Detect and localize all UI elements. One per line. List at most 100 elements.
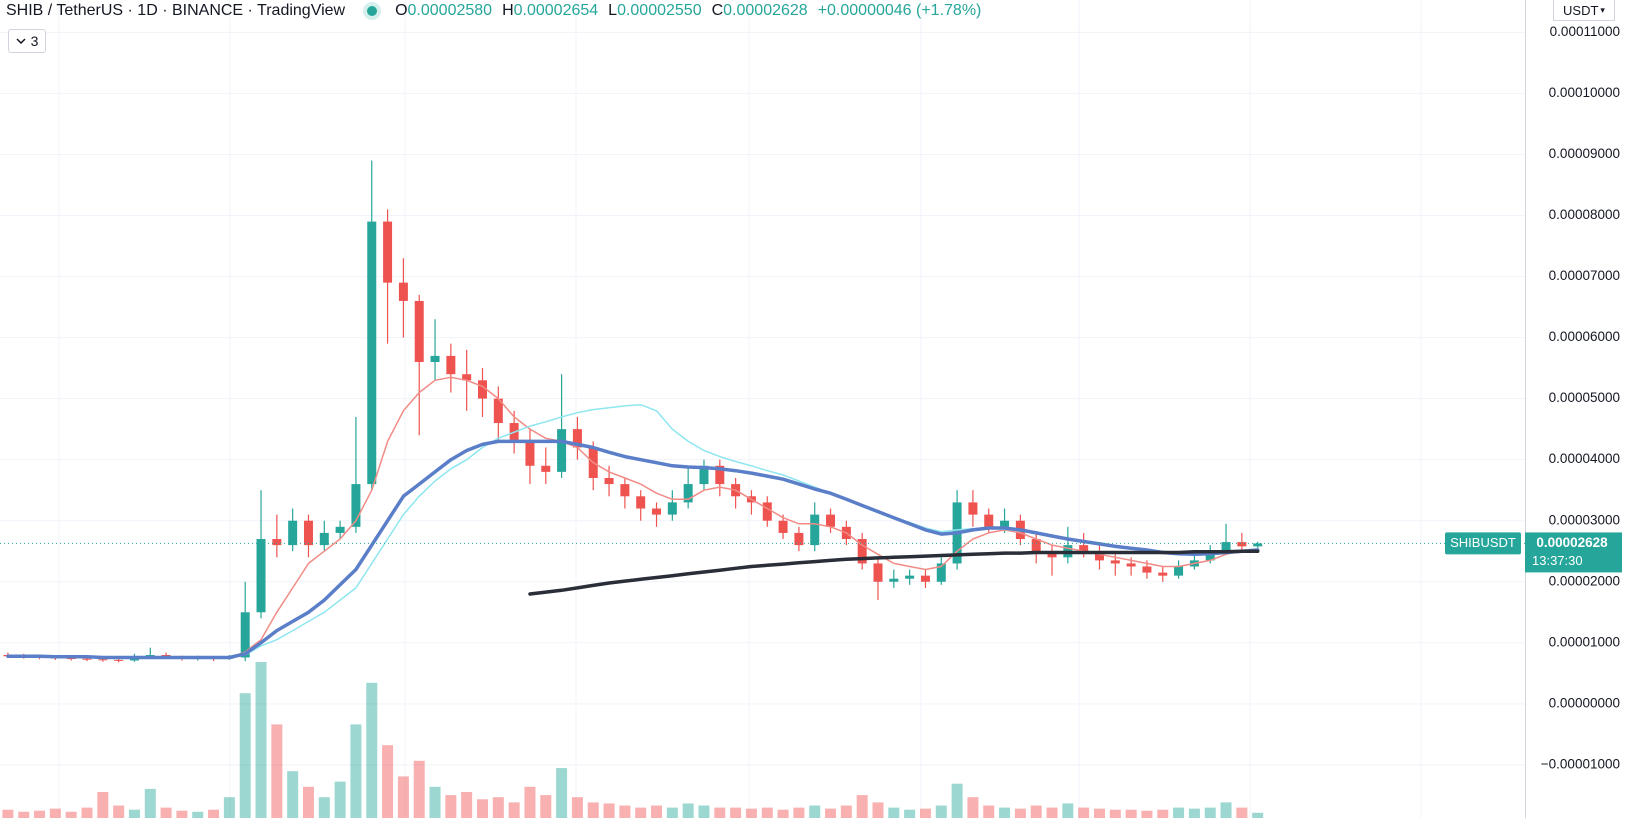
volume-bar: [745, 808, 757, 818]
candle-body: [652, 508, 662, 515]
ohlc-label: L: [608, 2, 618, 19]
moving-average-line: [244, 403, 1259, 656]
candle-body: [1221, 542, 1231, 552]
moving-average-line: [6, 439, 1260, 660]
ohlc-value: 0.00002628: [723, 2, 808, 19]
candle-body: [1047, 551, 1057, 558]
candle-body: [541, 465, 551, 472]
volume-bar: [777, 809, 789, 818]
candle-body: [1126, 563, 1136, 567]
volume-bar: [255, 662, 267, 818]
currency-select[interactable]: USDT ▾: [1553, 0, 1615, 21]
candle-body: [462, 374, 472, 381]
volume-bar: [271, 724, 283, 818]
volume-bar: [492, 797, 504, 818]
volume-bar: [287, 771, 299, 818]
candle-body: [478, 380, 487, 399]
candle-body: [66, 658, 76, 660]
moving-average-line: [528, 549, 1260, 596]
y-tick-label: 0.00002000: [1549, 573, 1620, 588]
y-tick-label: 0.00000000: [1549, 695, 1620, 710]
y-tick-label: 0.00007000: [1549, 268, 1620, 283]
price-label-bg: [1525, 532, 1622, 573]
volume-bar: [983, 805, 995, 818]
price-label: 0.00002628: [1536, 535, 1608, 550]
indicators-toggle[interactable]: 3: [8, 29, 46, 53]
volume-bar: [840, 805, 852, 818]
volume-bar: [809, 805, 821, 818]
candle-body: [398, 282, 408, 301]
candle-body: [1158, 572, 1168, 576]
volume-bar: [1062, 803, 1074, 818]
candle-body: [351, 484, 361, 527]
volume-bar: [761, 807, 773, 818]
volume-bar: [223, 797, 235, 818]
candle-body: [272, 539, 282, 546]
candle-body: [335, 526, 345, 533]
candle-body: [367, 221, 377, 485]
volume-bar: [635, 807, 647, 818]
volume-bar: [144, 788, 156, 818]
volume-bar: [508, 802, 520, 818]
candle-body: [1079, 545, 1089, 552]
currency-label: USDT: [1563, 2, 1599, 18]
volume-bar: [1157, 809, 1169, 818]
volume-bar: [1093, 808, 1105, 818]
candle-body: [493, 398, 503, 424]
volume-bar: [334, 781, 346, 818]
ohlc-open: O0.00002580: [395, 2, 492, 20]
volume-bar: [1188, 808, 1200, 818]
volume-bar: [856, 795, 868, 818]
volume-bar: [1236, 807, 1248, 818]
volume-bar: [967, 797, 979, 818]
volume-bar: [1141, 810, 1153, 818]
candle-body: [762, 502, 772, 521]
legend-header: SHIB / TetherUS · 1D · BINANCE · Trading…: [6, 0, 991, 22]
y-tick-label: 0.00009000: [1549, 146, 1620, 161]
candle-body: [889, 578, 899, 582]
ohlc-high: H0.00002654: [502, 2, 598, 20]
volume-bar: [18, 811, 30, 818]
candle-body: [968, 502, 978, 515]
volume-bar: [1173, 807, 1185, 818]
volume-bar: [429, 786, 441, 818]
symbol-label-bg: [1445, 532, 1521, 555]
volume-bar: [524, 786, 536, 818]
y-tick-label: −0.00001000: [1541, 756, 1620, 771]
candle-body: [240, 612, 250, 658]
dropdown-caret: ▾: [1600, 4, 1605, 15]
candle-body: [936, 563, 946, 582]
volume-bar: [445, 795, 457, 818]
candle-body: [98, 659, 108, 661]
chevron-icon: [16, 38, 26, 44]
candle-body: [1174, 566, 1184, 576]
ohlc-value: 0.00002654: [513, 2, 599, 19]
volume-bar: [793, 807, 805, 818]
countdown-label: 13:37:30: [1532, 553, 1583, 568]
candle-body: [905, 575, 915, 579]
candle-body: [920, 575, 930, 582]
indicator-count: 3: [30, 33, 39, 49]
price-axis-bg: [1525, 0, 1627, 818]
volume-bar: [97, 792, 109, 818]
volume-bar: [1030, 805, 1042, 818]
y-tick-label: 0.00010000: [1549, 85, 1620, 100]
volume-bar: [698, 805, 710, 818]
volume-bar: [714, 807, 726, 818]
symbol-title: SHIB / TetherUS · 1D · BINANCE · Trading…: [6, 2, 346, 19]
candle-body: [256, 539, 266, 613]
candle-body: [1237, 542, 1247, 547]
candle-body: [572, 429, 582, 448]
ohlc-value: 0.00002580: [407, 2, 493, 19]
candle-body: [873, 563, 883, 582]
candle-body: [1000, 520, 1010, 527]
candle-body: [715, 465, 725, 485]
volume-bar: [603, 803, 615, 818]
volume-bar: [999, 807, 1011, 818]
candle-body: [683, 484, 693, 503]
market-status-dot: [367, 6, 378, 16]
candle-body: [525, 441, 535, 466]
volume-bar: [128, 809, 140, 818]
volume-bar: [65, 811, 77, 818]
